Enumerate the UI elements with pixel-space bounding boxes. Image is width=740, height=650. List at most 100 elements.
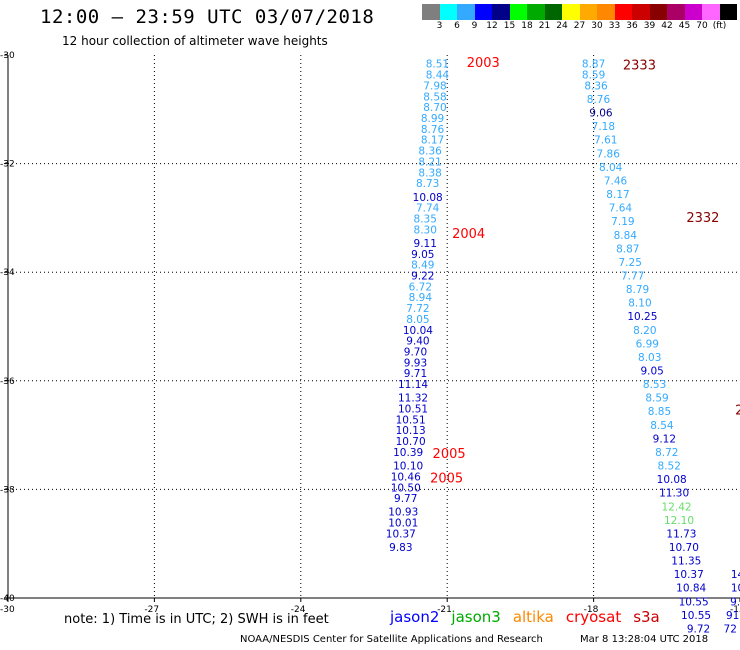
wave-height-value: 8.49 xyxy=(411,260,434,272)
longitude-label: -27 xyxy=(144,605,159,615)
wave-height-value: 8.20 xyxy=(633,325,656,337)
page-subtitle: 12 hour collection of altimeter wave hei… xyxy=(62,34,328,48)
wave-height-value: 8.21 xyxy=(418,156,441,168)
wave-height-value: 11.32 xyxy=(398,393,428,405)
wave-height-value: 8.76 xyxy=(587,94,611,106)
wave-height-value: 10.51 xyxy=(398,404,428,416)
footer-timestamp: Mar 8 13:28:04 UTC 2018 xyxy=(580,634,709,645)
wave-height-value: 8.05 xyxy=(406,314,429,326)
wave-height-value: 9.72 xyxy=(687,623,710,635)
pass-number-label: 2005 xyxy=(430,471,463,486)
color-scale-label: 45 xyxy=(678,21,691,31)
latitude-label: -38 xyxy=(0,485,15,495)
wave-height-value: 7.64 xyxy=(609,203,633,215)
wave-height-value: 8.73 xyxy=(416,178,439,190)
color-scale-label: 18 xyxy=(521,21,533,31)
color-swatch xyxy=(509,4,527,20)
wave-height-value: 10.55 xyxy=(679,596,709,608)
color-scale-label: 70 xyxy=(696,21,708,31)
legend-jason3: jason3 xyxy=(451,608,501,626)
color-scale-label: 36 xyxy=(626,21,638,31)
color-scale-label: 21 xyxy=(538,21,551,31)
color-scale-label: 33 xyxy=(608,21,621,31)
wave-height-value: 6.99 xyxy=(636,338,659,350)
longitude-label: -30 xyxy=(0,605,15,615)
legend-jason2: jason2 xyxy=(390,608,440,626)
color-scale-label: 6 xyxy=(454,21,460,31)
pass-number-label: 2003 xyxy=(467,56,500,71)
wave-height-value: 10.50 xyxy=(391,482,421,494)
color-scale-label: 27 xyxy=(573,21,586,31)
wave-height-value: 7.25 xyxy=(619,257,642,269)
wave-height-value: 8.38 xyxy=(418,167,441,179)
wave-height-value: 10.93 xyxy=(388,507,418,519)
latitude-label: -30 xyxy=(0,51,15,61)
color-scale-labels: 3 6 9 12 15 18 21 24 27 30 33 36 39 42 45 70 (ft) xyxy=(422,21,740,33)
color-swatch xyxy=(439,4,457,20)
wave-height-value: 10.70 xyxy=(669,542,699,554)
wave-height-value: 8.36 xyxy=(418,146,442,158)
latitude-label: -32 xyxy=(0,160,15,170)
wave-height-value: 10.46 xyxy=(391,471,421,483)
wave-height-value: 8.87 xyxy=(582,59,605,71)
color-swatch xyxy=(632,4,650,20)
color-swatch xyxy=(579,4,597,20)
wave-height-value: 8.70 xyxy=(423,102,446,114)
color-swatch xyxy=(649,4,667,20)
wave-height-value: 10.70 xyxy=(396,436,426,448)
wave-height-value: 8.03 xyxy=(638,352,661,364)
wave-height-value: 9.40 xyxy=(406,336,429,348)
color-swatch xyxy=(422,4,440,20)
wave-height-value: 9.06 xyxy=(589,108,613,120)
wave-height-value: 8.79 xyxy=(626,284,649,296)
wave-height-value: 9.70 xyxy=(404,347,427,359)
wave-height-value: 8.17 xyxy=(606,189,629,201)
legend-cryosat: cryosat xyxy=(565,608,622,626)
wave-height-value: 14 xyxy=(731,569,740,581)
wave-height-value: 8.04 xyxy=(599,162,623,174)
pass-number-label: 2333 xyxy=(623,59,656,74)
wave-height-value: 10.37 xyxy=(386,528,416,540)
longitude-label: -21 xyxy=(437,605,452,615)
color-scale-label: 3 xyxy=(436,21,443,31)
wave-height-value: 8.44 xyxy=(426,70,450,82)
wave-height-value: 8.30 xyxy=(414,224,437,236)
wave-height-value: 10.39 xyxy=(393,447,423,459)
wave-height-value: 9.05 xyxy=(411,249,434,261)
pass-number-label: 2331 xyxy=(735,404,740,419)
wave-height-value: 9.11 xyxy=(414,238,437,250)
wave-height-value: 9.77 xyxy=(394,493,417,505)
wave-height-value: 72 xyxy=(724,623,737,635)
wave-height-value: 10.51 xyxy=(396,414,426,426)
wave-height-value: 8.85 xyxy=(648,406,671,418)
wave-height-value: 7.74 xyxy=(416,203,440,215)
color-scale-label: 24 xyxy=(556,21,568,31)
wave-height-value: 7.46 xyxy=(604,175,628,187)
wave-height-value: 8.72 xyxy=(655,447,678,459)
color-swatch xyxy=(597,4,615,20)
longitude-label: -24 xyxy=(291,605,306,615)
wave-height-value: 10.10 xyxy=(393,461,423,473)
color-swatch xyxy=(684,4,702,20)
wave-height-value: 8.17 xyxy=(421,135,444,147)
longitude-label: -15 xyxy=(730,605,740,615)
wave-height-value: 8.52 xyxy=(658,461,681,473)
color-scale-label: (ft) xyxy=(712,21,727,31)
wave-height-value: 7.72 xyxy=(406,303,429,315)
wave-height-value: 11.35 xyxy=(671,556,701,568)
pass-number-label: 2005 xyxy=(433,447,466,462)
latitude-label: -34 xyxy=(0,268,15,278)
wave-height-value: 8.51 xyxy=(426,59,449,71)
wave-height-value: 8.87 xyxy=(616,243,639,255)
wave-height-value: 8.54 xyxy=(650,420,674,432)
wave-height-value: 8.59 xyxy=(645,393,668,405)
pass-number-label: 2332 xyxy=(686,211,719,226)
wave-height-value: 10.55 xyxy=(681,610,711,622)
color-swatch xyxy=(474,4,492,20)
wave-height-value: 11.30 xyxy=(659,488,689,500)
wave-height-value: 7.98 xyxy=(423,80,446,92)
wave-height-value: 8.53 xyxy=(643,379,666,391)
wave-height-value: 7.86 xyxy=(597,148,621,160)
wave-height-value: 11.14 xyxy=(398,379,428,391)
